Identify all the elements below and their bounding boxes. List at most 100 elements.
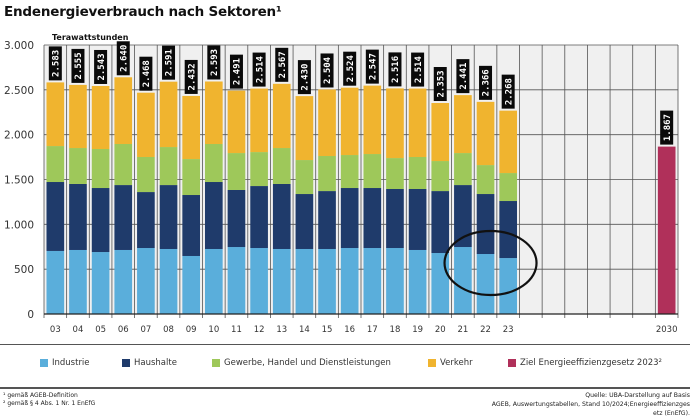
legend-label: Gewerbe, Handel und Dienstleistungen <box>224 358 391 368</box>
x-tick-label: 08 <box>163 325 174 335</box>
x-tick-label: 05 <box>95 325 106 335</box>
x-tick-label: 20 <box>435 325 446 335</box>
total-label: 2.504 <box>323 56 333 84</box>
total-label: 2.432 <box>187 63 197 90</box>
legend-item: Gewerbe, Handel und Dienstleistungen <box>212 358 391 368</box>
bar-segment-haushalte <box>250 186 268 249</box>
bar-segment-haushalte <box>386 189 404 249</box>
bar-segment-verkehr <box>250 88 268 153</box>
total-label-box <box>229 54 243 89</box>
bar-segment-gewerbe-handel-und-dienstleistungen <box>295 160 314 195</box>
bar-segment-haushalte <box>227 189 246 248</box>
total-label: 2.524 <box>346 55 356 83</box>
bar-segment-haushalte <box>318 191 336 249</box>
bar-segment-industrie <box>159 248 178 314</box>
total-label-box <box>207 45 221 80</box>
legend-label: Industrie <box>52 358 90 368</box>
total-label: 2.591 <box>165 49 175 76</box>
legend-label: Haushalte <box>134 358 177 368</box>
bar-segment-haushalte <box>137 192 155 249</box>
bar-segment-verkehr <box>363 85 382 155</box>
x-tick-label: 23 <box>503 325 514 335</box>
bar-segment-industrie <box>408 249 427 314</box>
y-tick-label: 1.500 <box>4 175 34 187</box>
legend-swatch <box>212 359 220 367</box>
bar-segment-gewerbe-handel-und-dienstleistungen <box>114 143 133 186</box>
legend-swatch <box>508 359 516 367</box>
bar-segment-gewerbe-handel-und-dienstleistungen <box>408 156 427 190</box>
bar-segment-gewerbe-handel-und-dienstleistungen <box>272 148 291 184</box>
source-line-1: Quelle: UBA-Darstellung auf Basis <box>585 392 690 399</box>
annotation-ellipse <box>443 229 538 297</box>
bar-segment-gewerbe-handel-und-dienstleistungen <box>476 165 495 195</box>
y-tick-label: 3.000 <box>4 40 34 52</box>
x-tick-label: 03 <box>50 325 61 335</box>
total-label: 2.547 <box>369 53 379 80</box>
bar-segment-gewerbe-handel-und-dienstleistungen <box>182 159 201 196</box>
stacked-bar-chart: 0 500 1.000 1.500 2.000 2.500 3.000 Terawattstu… <box>4 33 679 335</box>
bar-segment-haushalte <box>431 191 450 254</box>
total-label-box <box>411 52 425 87</box>
bar-segment-gewerbe-handel-und-dienstleistungen <box>69 148 87 184</box>
total-label-box <box>297 60 311 95</box>
x-tick-label: 21 <box>457 325 468 335</box>
bar-segment-gewerbe-handel-und-dienstleistungen <box>46 146 65 183</box>
total-label-box <box>660 110 674 145</box>
x-tick-label: 07 <box>140 325 151 335</box>
bar-segment-verkehr <box>137 92 155 157</box>
bar-segment-industrie <box>499 258 518 314</box>
legend-divider-top <box>0 344 690 345</box>
total-label: 2.268 <box>504 78 514 105</box>
total-label-box <box>501 74 515 109</box>
bar-segment-haushalte <box>499 201 518 259</box>
bar-segment-haushalte <box>46 182 65 251</box>
total-label-box <box>479 65 493 100</box>
x-tick-label: 13 <box>276 325 287 335</box>
bar-segment-haushalte <box>69 183 87 250</box>
bar-segment-haushalte <box>91 188 110 253</box>
legend-item: Verkehr <box>428 358 473 368</box>
legend-item: Ziel Energieeffizienzgesetz 2023² <box>508 358 662 368</box>
x-tick-label: 15 <box>322 325 333 335</box>
bar-segment-gewerbe-handel-und-dienstleistungen <box>431 161 450 192</box>
total-label: 2.640 <box>119 45 129 72</box>
x-tick-label: 11 <box>231 325 242 335</box>
bar-segment-gewerbe-handel-und-dienstleistungen <box>363 154 382 189</box>
bar-segment-haushalte <box>454 185 472 248</box>
y-axis-label: Terawattstunden <box>52 33 129 42</box>
source-line-3: etz (EnEfG). <box>653 410 690 417</box>
total-label-box <box>71 48 85 83</box>
total-label-box <box>343 51 357 86</box>
bar-segment-gewerbe-handel-und-dienstleistungen <box>227 153 246 190</box>
bar-segment-haushalte <box>159 185 178 249</box>
bar-segment-gewerbe-handel-und-dienstleistungen <box>340 155 359 189</box>
bar-segment-industrie <box>454 247 472 314</box>
y-tick-label: 0 <box>27 309 34 321</box>
footnote-1: ¹ gemäß AGEB-Definition <box>3 392 78 399</box>
x-tick-label: 2030 <box>656 325 678 335</box>
x-tick-label: 06 <box>118 325 129 335</box>
total-label: 2.514 <box>255 55 265 83</box>
legend-divider-bottom <box>0 387 690 389</box>
bar-segment-verkehr <box>159 81 178 148</box>
legend-item: Industrie <box>40 358 90 368</box>
bar-segment-industrie <box>91 252 110 314</box>
total-label: 2.430 <box>301 64 311 91</box>
total-label-box <box>116 41 130 76</box>
bar-segment-gewerbe-handel-und-dienstleistungen <box>137 156 155 193</box>
total-label-box <box>48 46 62 81</box>
total-label: 2.366 <box>482 69 492 96</box>
x-tick-label: 19 <box>412 325 423 335</box>
bar-segment-industrie <box>69 249 87 314</box>
total-label-box <box>252 52 266 87</box>
bar-segment-verkehr <box>114 77 133 144</box>
bar-segment-verkehr <box>204 81 223 144</box>
bar-segment-verkehr <box>499 110 518 174</box>
bar-segment-gewerbe-handel-und-dienstleistungen <box>454 153 472 186</box>
bar-segment-verkehr <box>431 103 450 162</box>
bar-segment-verkehr <box>295 96 314 161</box>
bar-segment-industrie <box>363 248 382 314</box>
bar-segment-haushalte <box>340 188 359 249</box>
x-tick-label: 17 <box>367 325 378 335</box>
bar-segment-haushalte <box>476 194 495 255</box>
